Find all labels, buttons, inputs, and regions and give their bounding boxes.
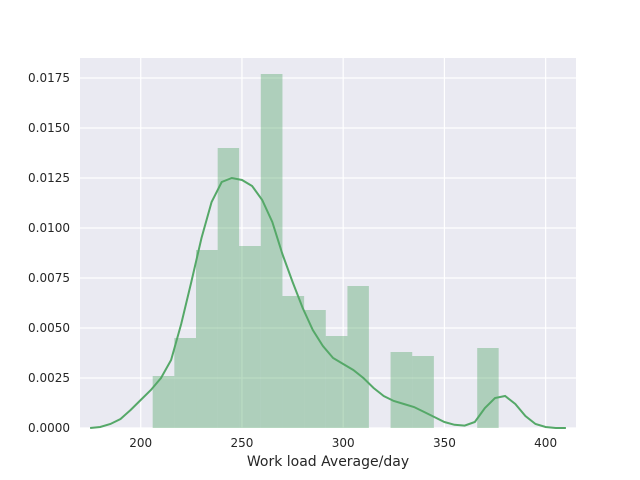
histogram-bar-4	[239, 246, 261, 428]
x-tick-label-4: 400	[534, 436, 557, 450]
kde-curve	[90, 176, 566, 429]
y-tick-label-0: 0.0000	[28, 421, 70, 435]
histogram-bar-8	[325, 336, 348, 428]
y-tick-label-7: 0.0175	[28, 71, 70, 85]
plot-background	[80, 58, 576, 428]
y-axis-ticks: 0.0000 0.0025 0.0050 0.0075 0.0100 0.0125 0.01…	[28, 71, 70, 435]
y-tick-label-3: 0.0075	[28, 271, 70, 285]
x-tick-label-1: 250	[231, 436, 254, 450]
histogram-bar-2	[196, 250, 218, 428]
histogram-bar-1	[174, 338, 197, 428]
histogram-bar-7	[304, 310, 326, 428]
grid-lines	[80, 58, 576, 429]
histogram-bar-0	[152, 376, 175, 428]
y-tick-label-2: 0.0050	[28, 321, 70, 335]
histogram-bar-9	[347, 286, 369, 428]
histogram-bar-12	[412, 356, 434, 428]
histogram-bar-6	[282, 296, 305, 428]
x-axis-label: Work load Average/day	[247, 454, 409, 470]
y-tick-label-4: 0.0100	[28, 221, 70, 235]
y-tick-label-5: 0.0125	[28, 171, 70, 185]
y-tick-label-1: 0.0025	[28, 371, 70, 385]
x-tick-label-2: 300	[332, 436, 355, 450]
x-axis-ticks: 200 250 300 350 400	[129, 436, 557, 450]
y-tick-label-6: 0.0150	[28, 121, 70, 135]
histogram-bar-3	[217, 148, 240, 428]
histogram-bar-5	[260, 74, 283, 428]
histogram-bar-11	[390, 352, 413, 428]
x-tick-label-0: 200	[129, 436, 152, 450]
histogram-bar-15	[477, 348, 499, 428]
histogram-bars	[152, 74, 499, 428]
x-tick-label-3: 350	[433, 436, 456, 450]
